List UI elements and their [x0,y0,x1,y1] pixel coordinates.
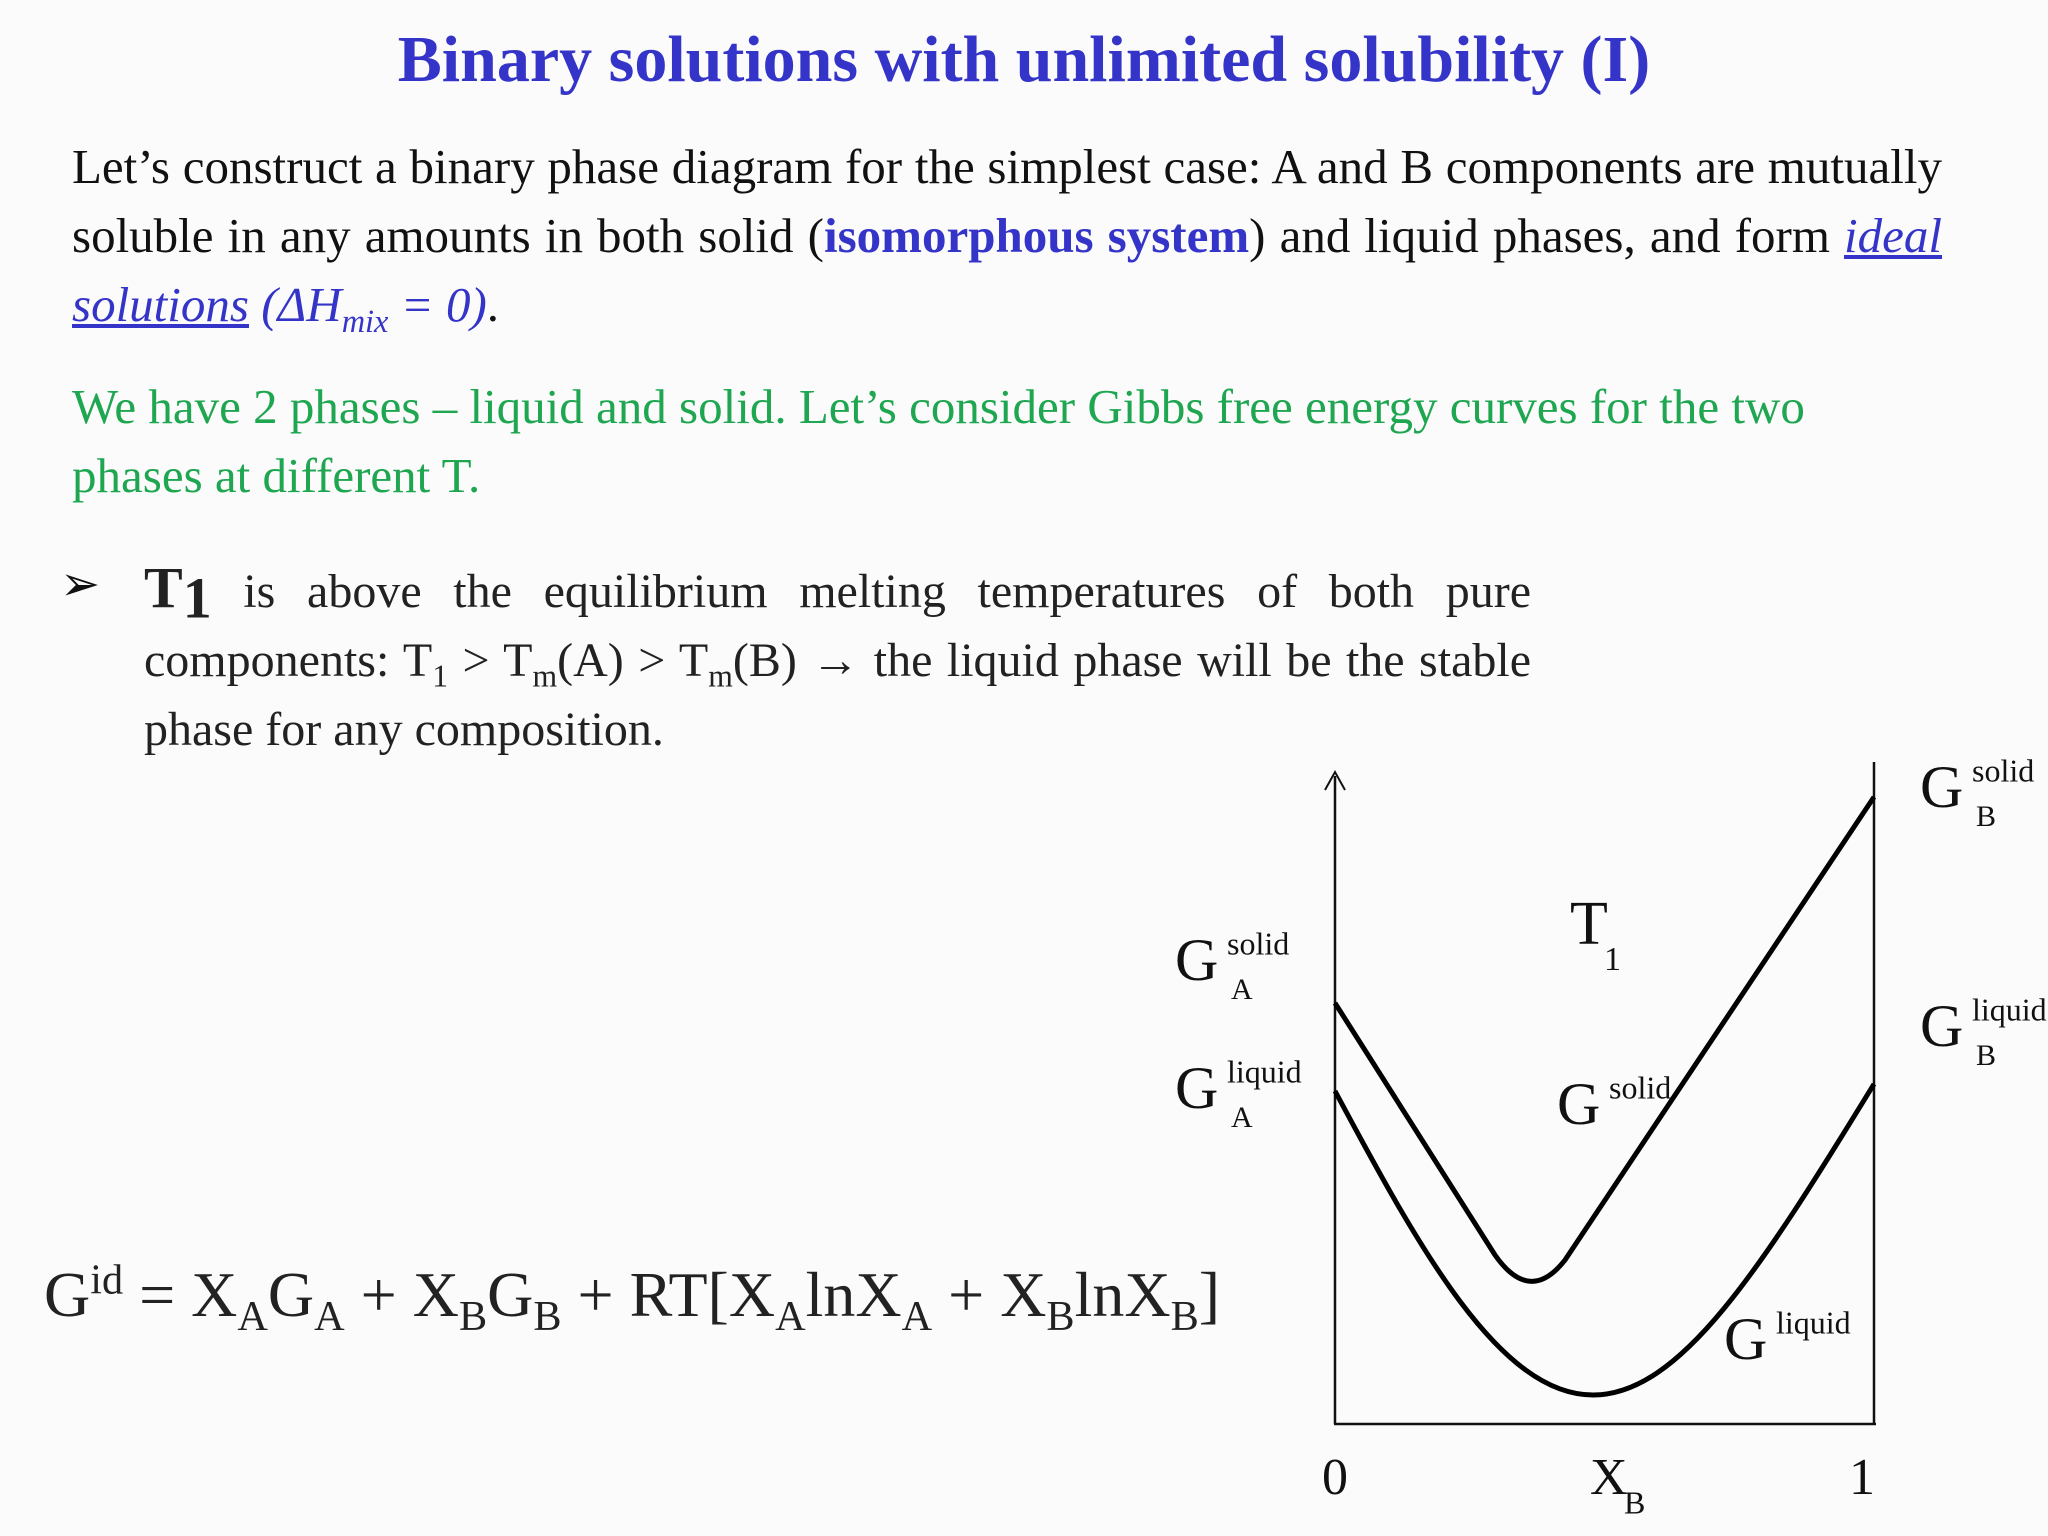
intro-text: . [486,277,500,332]
g-label-sup: solid [1609,1069,1671,1105]
formula-sub: B [458,1292,488,1340]
x-start-label: 0 [1322,1449,1348,1506]
bullet-run: (B) → the liquid phase will be the stabl… [144,634,1532,756]
formula-part: lnX [1074,1259,1171,1330]
intro-text: ) and liquid phases, and form [1249,208,1845,263]
g-label-sup: solid [1227,925,1289,961]
intro-text: Let’s construct a binary phase diagram f… [72,139,1942,263]
x-axis-sub: B [1624,1484,1645,1520]
formula-part: + RT[X [561,1259,776,1330]
bullet-sub: m [532,658,558,694]
g-label: G [1724,1306,1767,1372]
bullet-run: > T [448,634,533,687]
bullet-sub: m [708,658,733,694]
formula-part: lnX [805,1259,902,1330]
g-label-sup: liquid [1776,1304,1851,1340]
bullet-text: T1 is above the equilibrium melting temp… [144,553,1531,764]
g-label-sub: A [1231,1101,1253,1134]
g-label: G [1175,1055,1218,1121]
g-label: G [1920,754,1963,820]
g-label-sup: solid [1972,752,2034,788]
green-note: We have 2 phases – liquid and solid. Let… [72,379,1805,503]
formula-sub: A [237,1292,268,1340]
g-label-sub: A [1231,973,1253,1006]
x-axis-label: X [1590,1449,1628,1506]
g-label: G [1920,993,1963,1059]
bullet-run: (A) > T [557,634,709,687]
temperature-sub: 1 [1604,941,1621,978]
formula-sub: B [1046,1292,1075,1340]
formula-part: + X [932,1259,1047,1330]
formula-sub: A [314,1292,345,1340]
term-highlight: isomorphous system [823,208,1250,263]
bullet-sub: 1 [182,565,212,631]
solid-curve [1332,795,1877,1284]
intro-paragraph: Let’s construct a binary phase diagram f… [72,132,1942,339]
formula-part: ] [1198,1259,1221,1330]
ideal-solutions-link[interactable]: ideal solutions [72,208,1943,332]
temperature-label: T [1570,890,1608,958]
formula-sub: B [1170,1292,1199,1340]
bullet-marker: ➢ [60,558,101,611]
g-label-sup: liquid [1227,1053,1302,1089]
formula-sub: B [533,1292,562,1340]
formula-part: G [267,1259,315,1330]
formula-sub: A [775,1292,806,1340]
formula-sub: A [901,1292,933,1340]
formula-part: + X [344,1259,459,1330]
g-label: G [1175,927,1218,993]
g-label-sup: liquid [1972,991,2047,1027]
bullet-t: T [144,555,183,620]
enthalpy-note: = 0) [388,277,487,332]
bullet-run: is above the equilibrium melting tempera… [144,565,1531,687]
x-end-label: 1 [1849,1449,1875,1506]
g-label-sub: B [1976,800,1996,833]
g-label-sub: B [1976,1039,1996,1072]
axis-arrow [1324,769,1346,791]
formula-sup: id [90,1256,124,1304]
enthalpy-note: (ΔH [248,277,342,332]
formula-part: G [44,1259,91,1330]
g-label: G [1557,1071,1600,1137]
enthalpy-subscript: mix [341,302,389,339]
gibbs-formula: Gid = XAGA + XBGB + RT[XAlnXA + XBlnXB] [44,1256,1221,1337]
slide-title: Binary solutions with unlimited solubili… [397,23,1651,96]
formula-part: G [487,1259,534,1330]
liquid-curve [1332,1082,1877,1398]
formula-part: = X [123,1259,238,1330]
bullet-sub: 1 [432,658,449,694]
